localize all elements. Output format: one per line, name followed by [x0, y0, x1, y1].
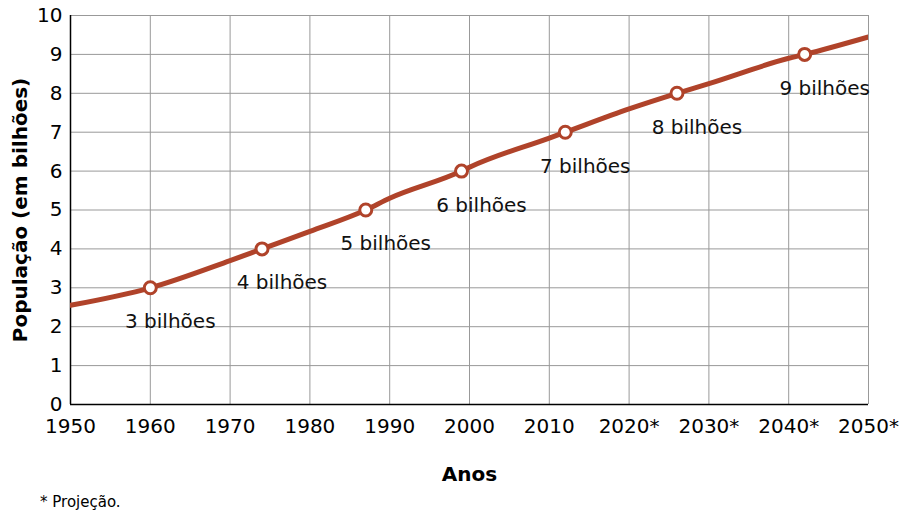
svg-text:4: 4: [50, 236, 63, 260]
svg-text:3: 3: [50, 275, 63, 299]
svg-text:9: 9: [50, 42, 63, 66]
svg-text:7: 7: [50, 120, 63, 144]
svg-text:6: 6: [50, 159, 63, 183]
svg-text:1: 1: [50, 353, 63, 377]
svg-text:1990: 1990: [364, 414, 415, 438]
svg-text:0: 0: [50, 392, 63, 416]
svg-text:8: 8: [50, 81, 63, 105]
svg-text:8 bilhões: 8 bilhões: [652, 115, 743, 139]
svg-text:6 bilhões: 6 bilhões: [436, 193, 527, 217]
html-text:* Projeção.: * Projeção.: [40, 493, 121, 511]
svg-text:10: 10: [37, 3, 62, 27]
svg-text:2030*: 2030*: [678, 414, 739, 438]
svg-text:2050*: 2050*: [838, 414, 899, 438]
svg-text:1970: 1970: [205, 414, 256, 438]
svg-text:2040*: 2040*: [758, 414, 819, 438]
svg-text:9 bilhões: 9 bilhões: [779, 76, 870, 100]
svg-text:Anos: Anos: [442, 462, 497, 486]
svg-text:População (em bilhões): População (em bilhões): [8, 78, 32, 342]
svg-text:1960: 1960: [125, 414, 176, 438]
svg-text:2020*: 2020*: [599, 414, 660, 438]
svg-text:5: 5: [50, 197, 63, 221]
svg-text:5 bilhões: 5 bilhões: [340, 231, 431, 255]
svg-text:1950: 1950: [45, 414, 96, 438]
svg-text:2010: 2010: [524, 414, 575, 438]
svg-text:2: 2: [50, 314, 63, 338]
svg-text:2000: 2000: [444, 414, 495, 438]
svg-text:1980: 1980: [284, 414, 335, 438]
svg-text:7 bilhões: 7 bilhões: [540, 154, 631, 178]
svg-text:3 bilhões: 3 bilhões: [125, 309, 216, 333]
svg-text:4 bilhões: 4 bilhões: [237, 270, 328, 294]
